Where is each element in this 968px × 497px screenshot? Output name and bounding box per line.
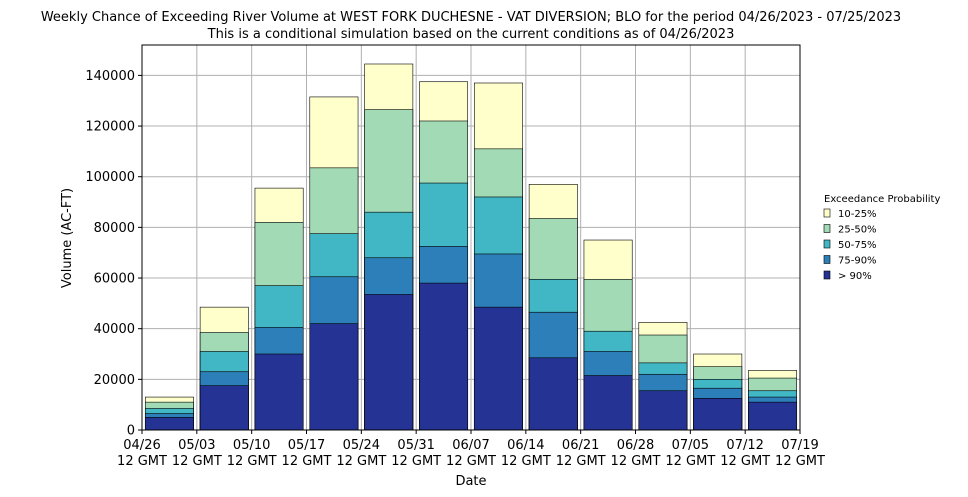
bar-segment [309,323,359,431]
legend-entry-label: 75-90% [838,256,877,267]
legend-swatch [823,208,831,218]
y-tick-label: 40000 [94,322,135,337]
legend-entry-label: 25-50% [838,225,877,236]
y-axis-label: Volume (AC-FT) [60,188,75,288]
x-tick-label-time: 12 GMT [720,454,770,469]
y-tick-label: 140000 [85,69,135,84]
x-tick-label-time: 12 GMT [611,454,661,469]
y-tick-label: 80000 [94,221,135,236]
y-tick-label: 120000 [85,120,135,135]
x-tick-label-time: 12 GMT [282,454,332,469]
chart-subtitle: This is a conditional simulation based o… [207,27,735,42]
x-tick-label-date: 06/21 [562,438,599,453]
x-tick-label-time: 12 GMT [336,454,386,469]
bar-segment [693,398,743,431]
x-tick-label-date: 05/17 [288,438,325,453]
bar-segment [254,353,304,431]
x-tick-label-date: 06/14 [507,438,544,453]
legend: Exceedance Probability 10-25% 25-50% 50-75… [823,194,940,282]
x-tick-label-time: 12 GMT [501,454,551,469]
grid-layer [141,45,801,431]
legend-title: Exceedance Probability [824,194,940,205]
chart-title: Weekly Chance of Exceeding River Volume … [41,10,901,25]
bar-segment [199,385,249,431]
y-tick-label: 60000 [94,272,135,287]
bar-segment [638,390,688,431]
legend-entry-label: 10-25% [838,209,877,220]
x-tick-label-time: 12 GMT [446,454,496,469]
bars-layer [144,63,798,431]
x-tick-label-date: 07/19 [781,438,818,453]
bar-segment [748,401,798,431]
legend-swatch [823,255,831,264]
bar-segment [364,294,414,431]
legend-entry-label: 50-75% [838,240,877,251]
x-tick-label-date: 05/24 [343,438,380,453]
x-tick-label-date: 05/31 [397,438,434,453]
x-tick-label-date: 05/10 [233,438,270,453]
x-tick-label-date: 06/28 [617,438,654,453]
x-tick-label-time: 12 GMT [227,454,277,469]
axes-layer: 0 20000 40000 60000 80000 100000 120000 140000 0… [85,44,825,469]
legend-swatch [823,224,831,233]
x-tick-label-date: 06/07 [452,438,489,453]
x-tick-label-date: 07/12 [726,438,763,453]
x-axis-label: Date [455,474,486,489]
y-tick-label: 0 [127,424,135,439]
y-tick-label: 100000 [85,170,135,185]
x-tick-label-time: 12 GMT [117,454,167,469]
x-tick-label-date: 05/03 [178,438,215,453]
legend-swatch [823,270,831,280]
x-tick-label-time: 12 GMT [391,454,441,469]
x-tick-label-time: 12 GMT [665,454,715,469]
legend-swatch [823,239,831,249]
x-tick-label-time: 12 GMT [172,454,222,469]
x-tick-label-time: 12 GMT [556,454,606,469]
bar-segment [144,417,194,431]
legend-entry-label: > 90% [838,271,872,282]
bar-segment [583,375,633,431]
y-tick-label: 20000 [94,373,135,388]
bar-segment [419,282,469,431]
x-tick-label-date: 04/26 [123,438,160,453]
x-tick-label-date: 07/05 [672,438,709,453]
x-tick-label-time: 12 GMT [775,454,825,469]
bar-segment [528,357,578,431]
bar-segment [473,306,523,431]
